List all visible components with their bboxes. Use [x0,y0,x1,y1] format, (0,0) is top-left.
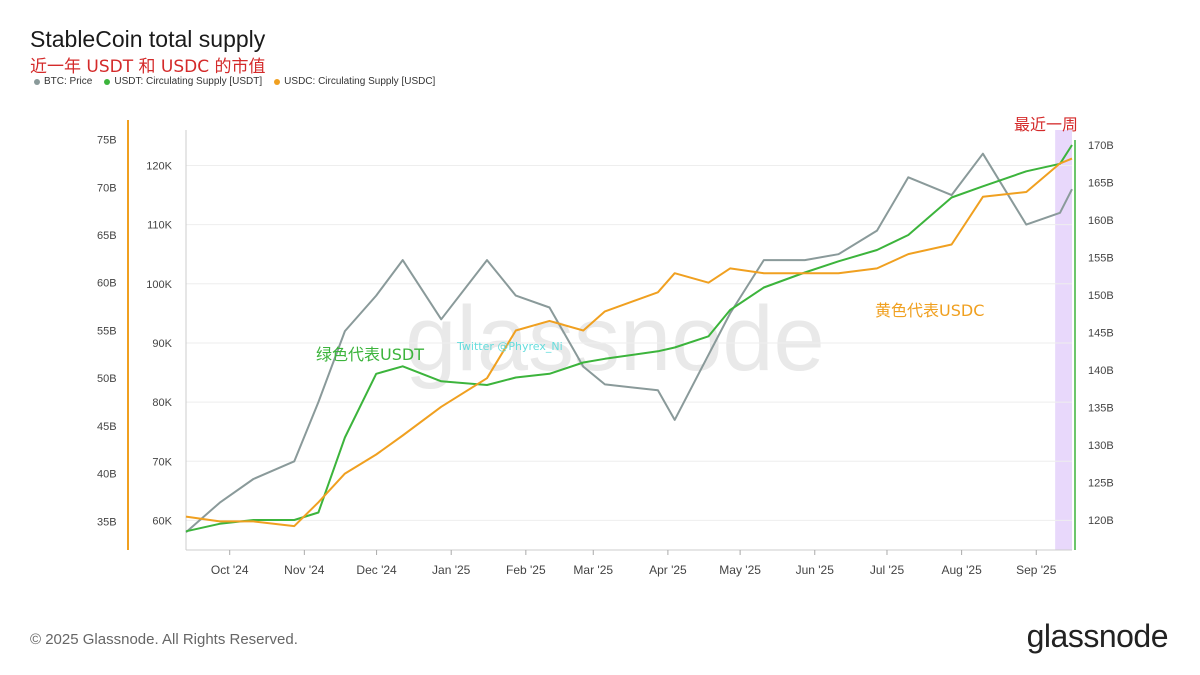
usdc-axis-tick-1: 40B [97,469,117,481]
x-axis-tick-3: Jan '25 [432,563,471,577]
annotation-recent-week: 最近一周 [1014,115,1078,134]
usdt-axis-tick-0: 120B [1088,515,1114,527]
legend-item-usdc[interactable]: USDC: Circulating Supply [USDC] [274,76,435,87]
series-line-usdc [185,157,1073,528]
x-axis-tick-10: Aug '25 [941,563,982,577]
btc-axis-tick-3: 90K [152,338,172,350]
usdt-axis-tick-1: 125B [1088,478,1114,490]
legend-swatch-usdt [104,78,111,85]
annotation-usdc-label: 黄色代表USDC [875,301,984,320]
usdc-axis-tick-3: 50B [97,373,117,385]
usdc-axis-tick-0: 35B [97,516,117,528]
usdc-axis-tick-8: 75B [97,135,117,147]
copyright-text: © 2025 Glassnode. All Rights Reserved. [30,631,298,648]
btc-axis-tick-4: 100K [146,279,172,291]
usdt-axis-tick-8: 160B [1088,215,1114,227]
x-axis-tick-2: Dec '24 [356,563,397,577]
usdc-axis-tick-2: 45B [97,421,117,433]
usdt-axis-tick-7: 155B [1088,253,1114,265]
x-axis-tick-11: Sep '25 [1016,563,1057,577]
x-axis-tick-4: Feb '25 [506,563,546,577]
x-axis-tick-6: Apr '25 [649,563,687,577]
x-axis-tick-5: Mar '25 [573,563,613,577]
legend-swatch-usdc [274,78,281,85]
btc-axis-tick-0: 60K [152,515,172,527]
chart-title: StableCoin total supply [30,26,266,52]
usdt-axis-tick-5: 145B [1088,328,1114,340]
x-axis-tick-0: Oct '24 [211,563,249,577]
x-axis-tick-8: Jun '25 [796,563,835,577]
usdt-axis-tick-2: 130B [1088,440,1114,452]
usdt-axis-tick-3: 135B [1088,403,1114,415]
glassnode-watermark: glassnode [405,288,824,390]
chart-subtitle: 近一年 USDT 和 USDC 的市值 [30,57,266,77]
usdt-axis-tick-6: 150B [1088,290,1114,302]
legend-item-usdt[interactable]: USDT: Circulating Supply [USDT] [104,76,262,87]
series-line-btc [185,152,1073,534]
recent-week-highlight [1055,130,1072,550]
legend-swatch-btc [34,78,40,85]
annotation-usdt-label: 绿色代表USDT [316,345,424,364]
btc-axis-tick-1: 70K [152,456,172,468]
legend-label-usdc: USDC: Circulating Supply [USDC] [284,76,436,87]
twitter-watermark: Twitter @Phyrex_Ni [456,340,563,353]
btc-axis-tick-5: 110K [147,220,173,232]
series-line-usdt [185,144,1073,533]
x-axis-tick-9: Jul '25 [870,563,905,577]
usdc-axis-tick-7: 70B [97,182,117,194]
x-axis-tick-7: May '25 [719,563,761,577]
usdt-axis-tick-10: 170B [1088,140,1114,152]
legend-label-usdt: USDT: Circulating Supply [USDT] [114,76,263,87]
legend-item-btc[interactable]: BTC: Price [34,76,92,87]
x-axis-tick-1: Nov '24 [284,563,325,577]
usdc-axis-tick-4: 55B [97,325,117,337]
legend: BTC: Price USDT: Circulating Supply [USD… [34,76,435,87]
usdc-axis-tick-6: 65B [97,230,117,242]
btc-axis-tick-2: 80K [152,397,172,409]
legend-label-btc: BTC: Price [44,76,93,87]
usdc-axis-tick-5: 60B [97,278,117,290]
glassnode-logo: glassnode [1026,618,1169,654]
btc-axis-tick-6: 120K [146,160,172,172]
usdt-axis-tick-9: 165B [1088,178,1114,190]
usdt-axis-tick-4: 140B [1088,365,1114,377]
